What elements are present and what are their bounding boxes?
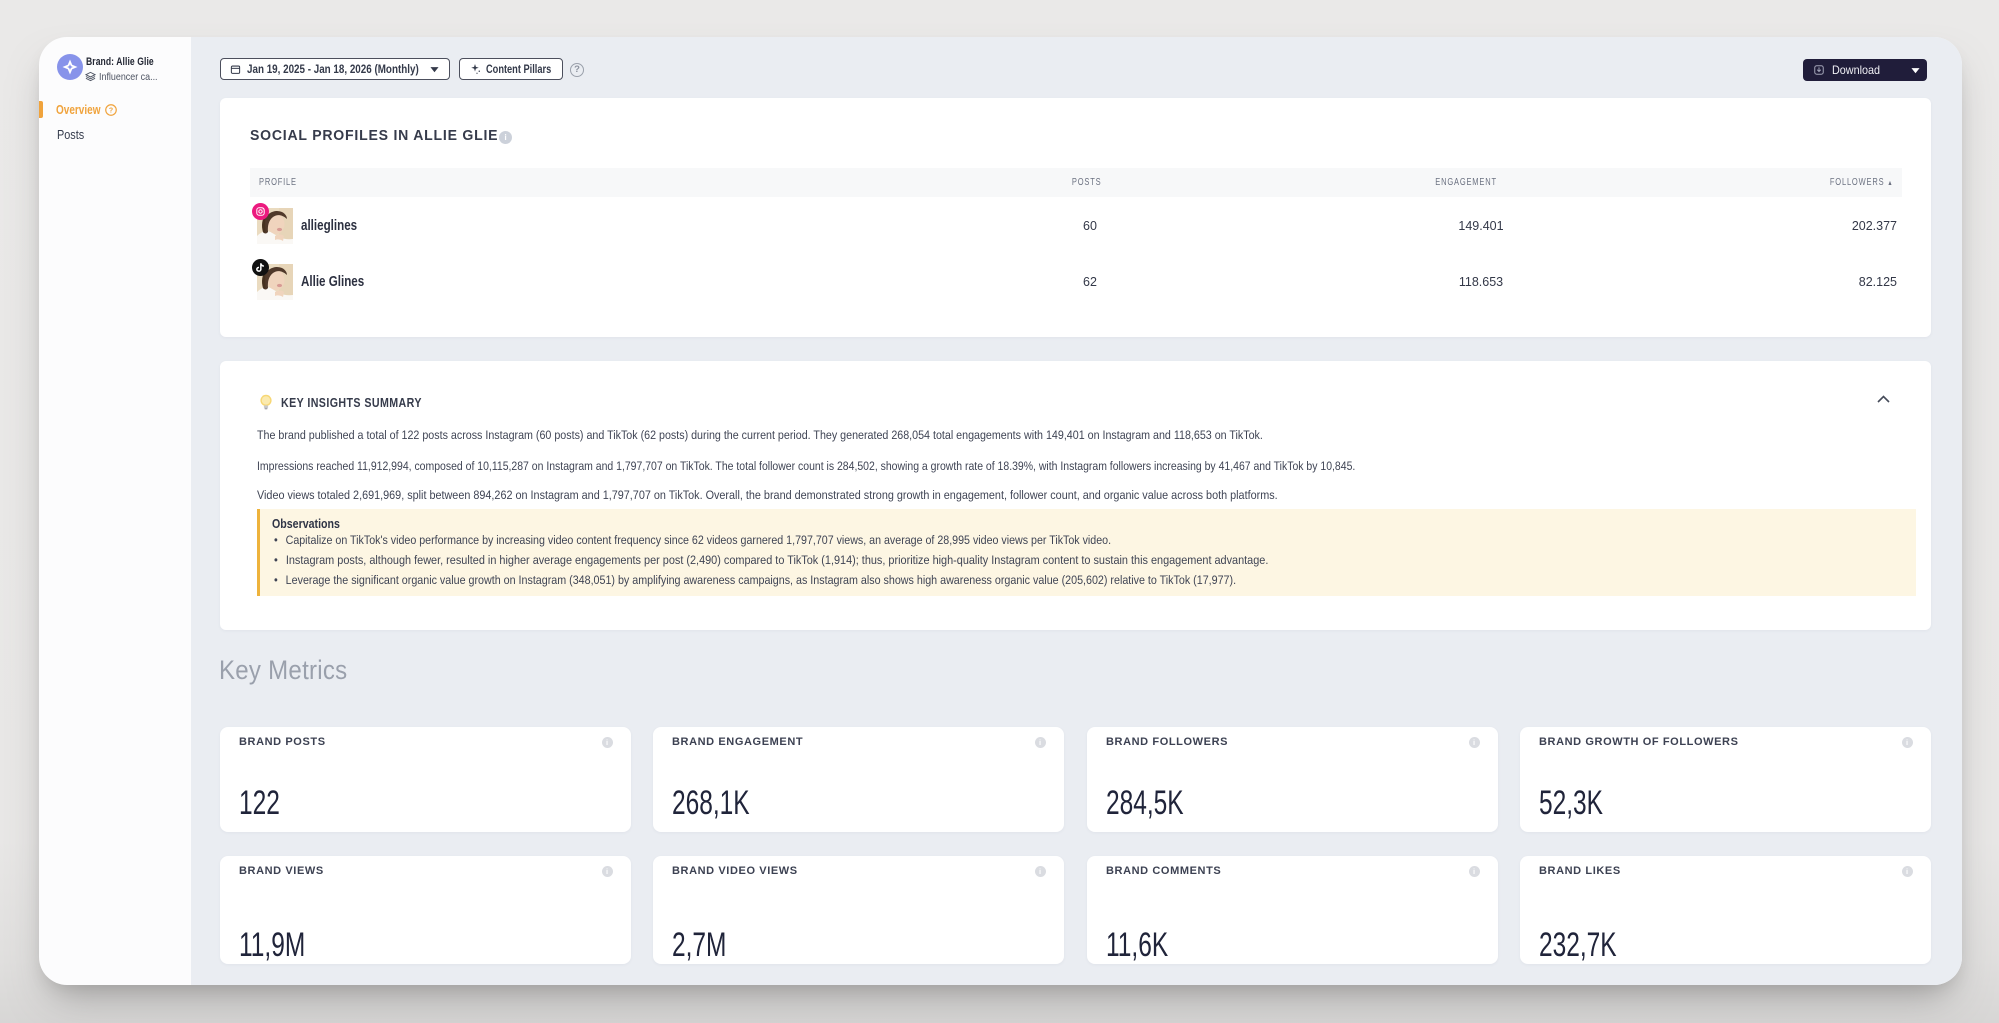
svg-text:?: ?: [109, 108, 113, 115]
